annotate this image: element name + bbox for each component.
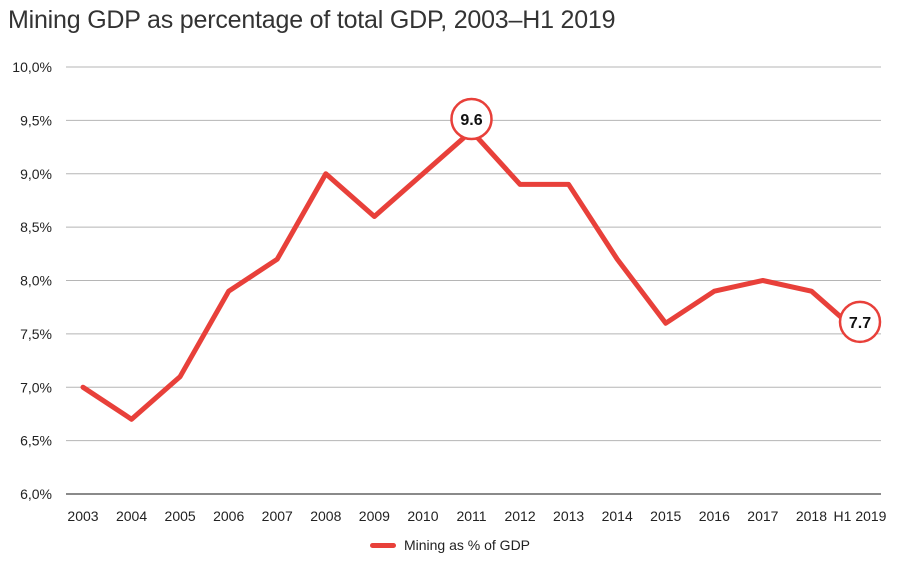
x-tick-label: 2011 bbox=[456, 508, 486, 524]
x-tick-label: 2013 bbox=[553, 508, 584, 524]
x-tick-label: 2010 bbox=[407, 508, 438, 524]
x-tick-label: 2018 bbox=[796, 508, 827, 524]
x-tick-label: H1 2019 bbox=[834, 508, 887, 524]
annotation-circle bbox=[838, 300, 882, 344]
x-tick-label: 2004 bbox=[116, 508, 147, 524]
series-line bbox=[80, 128, 863, 422]
x-tick-label: 2015 bbox=[650, 508, 681, 524]
y-tick-label: 7,0% bbox=[20, 379, 52, 395]
annotation-marker: 9.6 bbox=[450, 97, 493, 141]
y-tick-label: 6,5% bbox=[20, 433, 52, 449]
annotations: 9.6 7.7 bbox=[450, 97, 882, 344]
legend-swatch bbox=[369, 542, 396, 548]
x-tick-label: 2014 bbox=[602, 508, 633, 524]
y-tick-label: 8,5% bbox=[20, 219, 52, 235]
chart-title: Mining GDP as percentage of total GDP, 2… bbox=[8, 6, 616, 34]
legend-label: Mining as % of GDP bbox=[403, 537, 531, 553]
x-tick-label: 2005 bbox=[165, 508, 196, 524]
x-tick-label: 2016 bbox=[699, 508, 730, 524]
y-axis-ticks: 6,0% 6,5% 7,0% 7,5% 8,0% 8,5% 9,0% 9,5% 10,0% bbox=[12, 59, 52, 502]
annotation-circle bbox=[450, 97, 493, 141]
x-axis-ticks: 2003 2004 2005 2006 2007 2008 2009 2010 2011 2012… bbox=[67, 508, 886, 524]
x-tick-label: 2007 bbox=[262, 508, 293, 524]
series-lines bbox=[80, 128, 863, 422]
x-tick-label: 2008 bbox=[310, 508, 341, 524]
x-tick-label: 2006 bbox=[213, 508, 244, 524]
y-tick-label: 10,0% bbox=[12, 59, 52, 75]
x-tick-label: 2012 bbox=[504, 508, 535, 524]
y-tick-label: 8,0% bbox=[20, 273, 52, 289]
y-tick-label: 9,0% bbox=[20, 166, 52, 182]
legend: Mining as % of GDP bbox=[0, 537, 900, 553]
annotation-marker: 7.7 bbox=[838, 300, 882, 344]
y-tick-label: 9,5% bbox=[20, 112, 52, 128]
x-tick-label: 2009 bbox=[359, 508, 390, 524]
y-tick-label: 6,0% bbox=[20, 486, 52, 502]
data-label: 9.6 bbox=[460, 112, 482, 129]
y-tick-label: 7,5% bbox=[20, 326, 52, 342]
x-tick-label: 2017 bbox=[747, 508, 778, 524]
data-label: 7.7 bbox=[849, 315, 871, 332]
x-tick-label: 2003 bbox=[67, 508, 98, 524]
